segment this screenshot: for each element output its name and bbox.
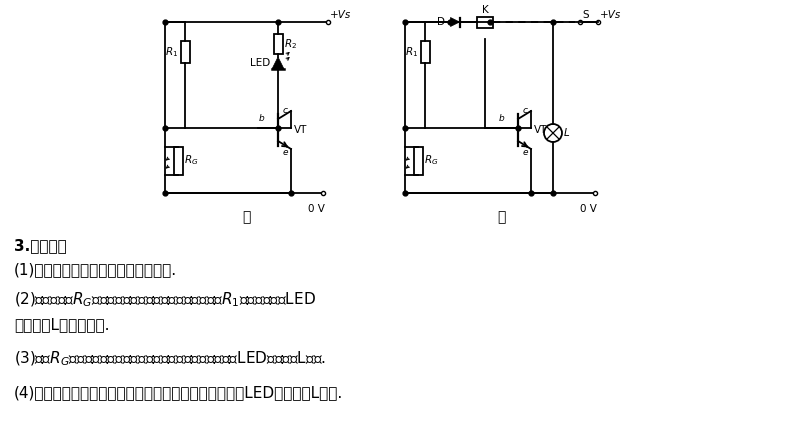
Text: S: S [582, 10, 588, 20]
Bar [174, 147, 183, 174]
Text: (4)让光照加强，当光照强到某种程度时，则发光二极管LED或小灯泡L熄灭.: (4)让光照加强，当光照强到某种程度时，则发光二极管LED或小灯泡L熄灭. [14, 385, 343, 400]
Text: D: D [437, 17, 445, 27]
Text: (1)连接电路，检查无误后，接通电源.: (1)连接电路，检查无误后，接通电源. [14, 262, 177, 277]
Text: 0 V: 0 V [307, 204, 325, 214]
Text: 或小灯泡L刚好不发光.: 或小灯泡L刚好不发光. [14, 317, 110, 332]
Text: $R_2$: $R_2$ [284, 37, 298, 51]
Text: b: b [499, 114, 504, 123]
Bar [180, 41, 190, 63]
Bar [421, 41, 430, 63]
Text: e: e [523, 148, 529, 157]
Text: b: b [258, 114, 264, 123]
Text: (2)让光敏电阻$R_G$受到白天较强的自然光照射，调节电阻$R_1$使发光二极管LED: (2)让光敏电阻$R_G$受到白天较强的自然光照射，调节电阻$R_1$使发光二极… [14, 291, 316, 309]
Bar [414, 147, 422, 174]
Text: VT: VT [294, 125, 307, 135]
Text: 乙: 乙 [497, 210, 506, 224]
Text: $R_1$: $R_1$ [405, 45, 418, 59]
Text: (3)遮挡$R_G$，当光照减弱到某种程度时，就会看到发光二极管LED或小灯泡L发光.: (3)遮挡$R_G$，当光照减弱到某种程度时，就会看到发光二极管LED或小灯泡L… [14, 350, 326, 368]
Bar [477, 17, 493, 28]
Text: c: c [283, 106, 288, 115]
Text: 3.实验步骤: 3.实验步骤 [14, 238, 67, 253]
Text: 0 V: 0 V [580, 204, 596, 214]
Text: $R_1$: $R_1$ [165, 45, 179, 59]
Text: 甲: 甲 [242, 210, 251, 224]
Polygon shape [450, 17, 460, 26]
Text: c: c [523, 106, 528, 115]
Text: $R_G$: $R_G$ [425, 154, 439, 167]
Text: VT: VT [534, 125, 547, 135]
Text: $R_G$: $R_G$ [184, 154, 199, 167]
Text: L: L [564, 128, 570, 138]
Text: LED: LED [250, 58, 270, 68]
Text: +Vs: +Vs [600, 10, 621, 20]
Bar [273, 34, 283, 54]
Text: e: e [283, 148, 288, 157]
Text: K: K [482, 5, 488, 15]
Polygon shape [272, 57, 284, 69]
Text: +Vs: +Vs [330, 10, 351, 20]
